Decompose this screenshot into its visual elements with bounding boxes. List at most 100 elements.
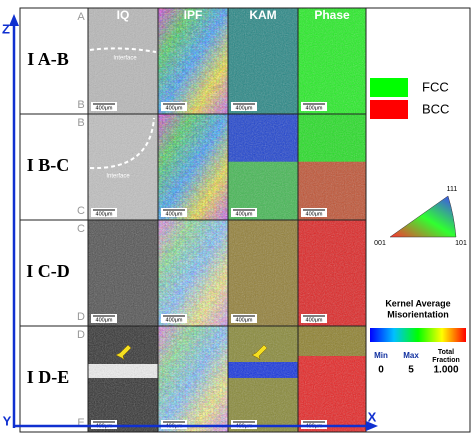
- y-label: Y: [3, 413, 12, 428]
- z-label: Z: [2, 21, 10, 36]
- kam-title: Kernel Average: [385, 298, 450, 308]
- scale-bar-label: 400μm: [236, 211, 253, 217]
- row-top-letter: C: [77, 223, 85, 235]
- scale-bar-box: [91, 208, 117, 217]
- row-bottom-letter: E: [77, 417, 84, 429]
- scale-bar-box: [301, 208, 327, 217]
- scale-bar-box: [301, 102, 327, 111]
- scale-bar-box: [161, 314, 187, 323]
- arrow: [115, 344, 132, 361]
- row-label: I D-E: [27, 367, 70, 387]
- micrograph: [157, 7, 229, 115]
- micrograph: [227, 113, 299, 221]
- texture: [298, 326, 366, 432]
- kam-total-label: Fraction: [432, 357, 460, 364]
- micrograph: [227, 7, 299, 115]
- legend-label: FCC: [422, 79, 449, 94]
- interface-label: Interface: [106, 174, 130, 180]
- arrow: [251, 344, 268, 361]
- texture: [158, 326, 228, 432]
- ipf-label: 001: [374, 240, 386, 247]
- texture: [228, 8, 298, 114]
- row-bottom-letter: B: [77, 99, 84, 111]
- micrograph: [297, 7, 367, 115]
- texture: [228, 220, 298, 326]
- scale-bar-box: [231, 420, 257, 429]
- scale-bar-label: 400μm: [96, 105, 113, 111]
- row-label-box: [19, 325, 89, 433]
- scale-bar-box: [161, 102, 187, 111]
- micrograph: [297, 325, 367, 433]
- z-arrow: [9, 14, 19, 26]
- micrograph: [227, 325, 299, 433]
- texture: [88, 114, 158, 220]
- legend-swatch: [370, 100, 408, 119]
- kam-title: Misorientation: [387, 309, 449, 319]
- texture: [228, 114, 298, 220]
- scale-bar-label: 400μm: [236, 317, 253, 323]
- kam-total-label: Total: [438, 349, 454, 356]
- micrograph: [227, 219, 299, 327]
- micrograph: [87, 219, 159, 327]
- x-label: X: [368, 409, 377, 424]
- column-header: KAM: [249, 8, 276, 22]
- texture: [228, 326, 298, 432]
- micrograph: [297, 219, 367, 327]
- legend-swatch: [370, 78, 408, 97]
- scale-bar-box: [161, 420, 187, 429]
- scale-bar-box: [301, 314, 327, 323]
- micrograph: [297, 113, 367, 221]
- scale-bar-box: [231, 102, 257, 111]
- scale-bar-box: [91, 420, 117, 429]
- texture: [298, 8, 366, 114]
- row-label: I A-B: [27, 49, 69, 69]
- scale-bar-box: [161, 208, 187, 217]
- kam-max: 5: [408, 365, 414, 376]
- row-label-box: [19, 7, 89, 115]
- column-header: Phase: [314, 8, 350, 22]
- row-top-letter: A: [77, 11, 85, 23]
- interface-line: [89, 47, 157, 53]
- texture: [88, 8, 158, 114]
- scale-bar-label: 400μm: [306, 105, 323, 111]
- x-arrow: [366, 421, 378, 431]
- ipf-label: 111: [447, 186, 458, 193]
- micrograph: [157, 113, 229, 221]
- micrograph: [87, 7, 159, 115]
- kam-min: 0: [378, 365, 384, 376]
- kam-max-label: Max: [403, 351, 419, 360]
- micrograph: [157, 325, 229, 433]
- micrograph: [87, 113, 159, 221]
- scale-bar-label: 400μm: [306, 317, 323, 323]
- kam-total: 1.000: [433, 365, 458, 376]
- kam-min-label: Min: [374, 351, 388, 360]
- cell-border: [297, 325, 367, 433]
- interface-label: Interface: [113, 56, 137, 62]
- texture: [158, 220, 228, 326]
- texture: [88, 326, 158, 432]
- texture: [158, 114, 228, 220]
- texture: [298, 114, 366, 220]
- scale-bar-label: 400μm: [166, 211, 183, 217]
- row-bottom-letter: D: [77, 311, 85, 323]
- ipf-label: 101: [455, 240, 467, 247]
- texture: [298, 220, 366, 326]
- scale-bar-label: 400μm: [166, 105, 183, 111]
- scale-bar-label: 400μm: [236, 105, 253, 111]
- micrograph: [157, 219, 229, 327]
- row-label: I B-C: [27, 155, 70, 175]
- micrograph: [87, 325, 159, 433]
- texture: [88, 220, 158, 326]
- scale-bar-box: [91, 314, 117, 323]
- scale-bar-label: 400μm: [96, 317, 113, 323]
- kam-colorbar: [370, 328, 466, 342]
- scale-bar-box: [91, 102, 117, 111]
- legend-label: BCC: [422, 101, 449, 116]
- scale-bar-box: [231, 208, 257, 217]
- row-top-letter: B: [77, 117, 84, 129]
- row-top-letter: D: [77, 329, 85, 341]
- scale-bar-label: 400μm: [306, 211, 323, 217]
- scale-bar-box: [301, 420, 327, 429]
